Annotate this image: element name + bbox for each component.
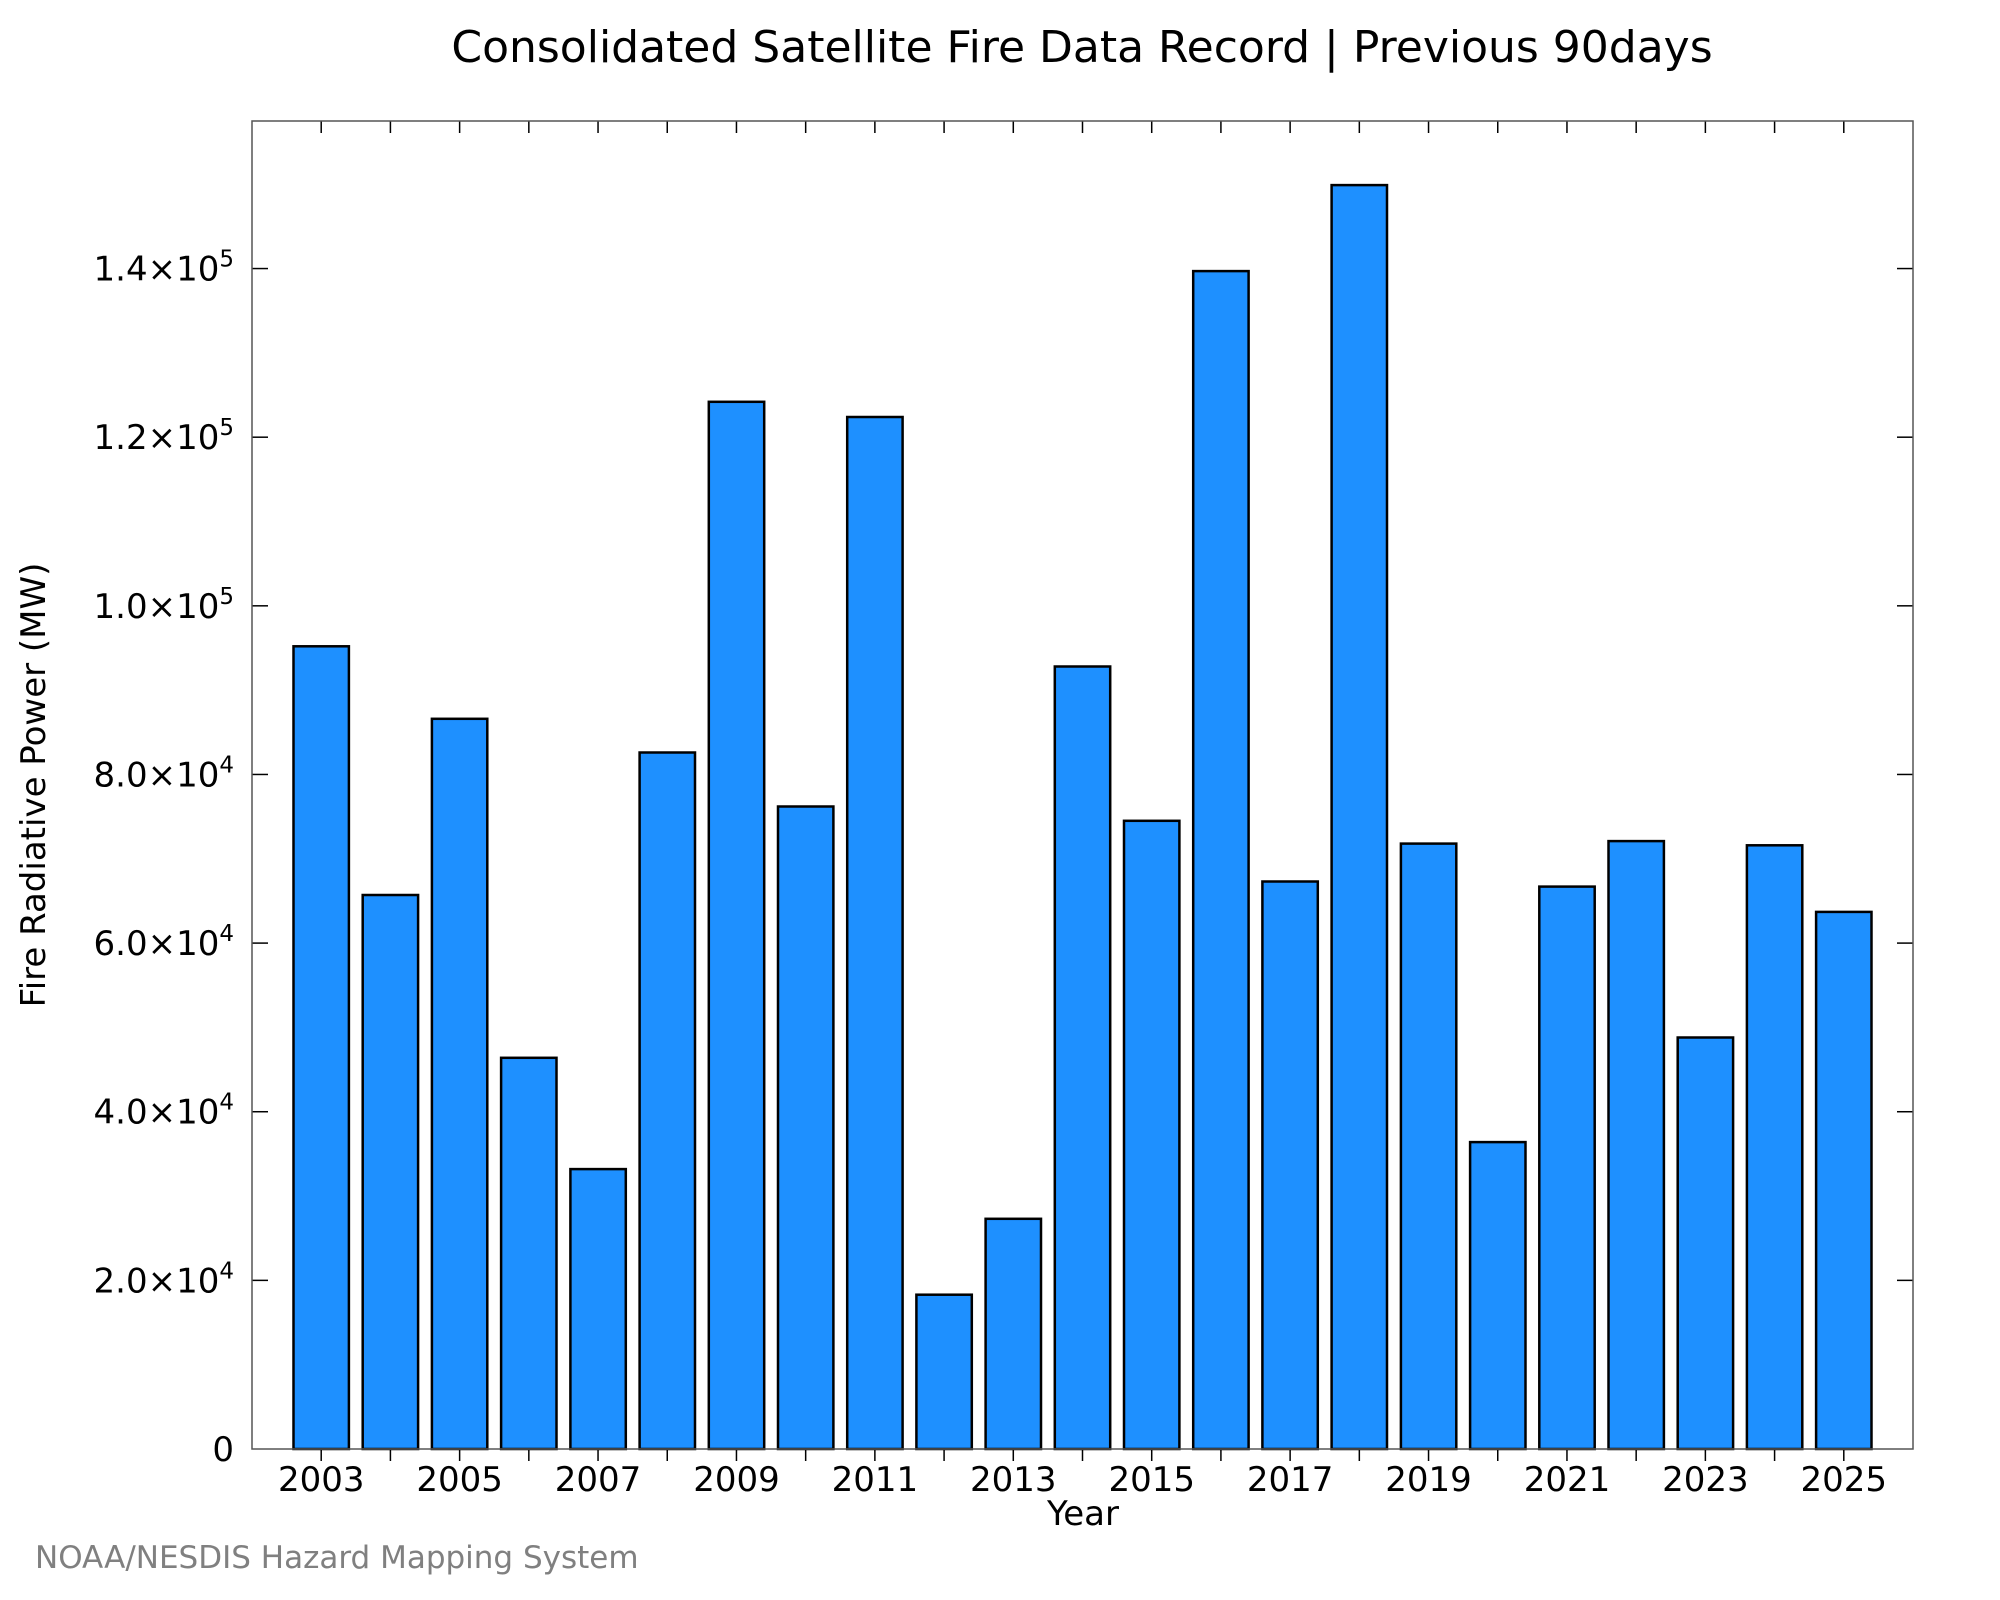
y-tick-label: 8.0×104 <box>94 752 234 795</box>
bar-2015 <box>1122 819 1181 1451</box>
bar-2007 <box>569 1167 628 1451</box>
bar-2010 <box>776 805 835 1451</box>
y-axis-ticks: 0 2.0×104 4.0×104 6.0×104 8.0×104 1.0×105 1.2×… <box>94 247 1913 1470</box>
x-axis-ticks: 2003 2005 2007 2009 2011 2013 2015 2017 2019 2021… <box>278 121 1887 1500</box>
x-tick-label: 2015 <box>1108 1460 1195 1500</box>
x-tick-label: 2021 <box>1524 1460 1611 1500</box>
x-tick-label: 2011 <box>832 1460 919 1500</box>
y-tick-label: 1.2×105 <box>94 415 234 458</box>
x-tick-label: 2009 <box>693 1460 780 1500</box>
bar-2008 <box>638 751 697 1451</box>
chart-title: Consolidated Satellite Fire Data Record … <box>451 22 1712 73</box>
y-tick-label: 6.0×104 <box>94 921 234 964</box>
bar-2003 <box>292 645 351 1451</box>
bar-2019 <box>1399 842 1458 1451</box>
x-tick-label: 2025 <box>1801 1460 1888 1500</box>
bar-2017 <box>1261 880 1320 1451</box>
bar-2024 <box>1745 844 1804 1451</box>
y-tick-label: 0 <box>212 1430 234 1470</box>
bar-2004 <box>361 893 420 1451</box>
bar-2021 <box>1538 885 1596 1451</box>
x-tick-label: 2013 <box>970 1460 1057 1500</box>
bar-2005 <box>430 717 489 1451</box>
x-tick-label: 2017 <box>1247 1460 1334 1500</box>
x-tick-label: 2005 <box>416 1460 503 1500</box>
bar-2016 <box>1191 269 1250 1451</box>
y-tick-label: 1.0×105 <box>94 584 234 627</box>
y-tick-label: 4.0×104 <box>94 1090 234 1133</box>
bar-2022 <box>1607 839 1666 1451</box>
y-tick-label: 2.0×104 <box>94 1258 234 1301</box>
x-tick-label: 2023 <box>1662 1460 1749 1500</box>
bar-2012 <box>915 1293 974 1451</box>
x-tick-label: 2003 <box>278 1460 365 1500</box>
bar-2011 <box>845 415 904 1451</box>
bar-2025 <box>1814 910 1873 1451</box>
bar-2018 <box>1330 183 1389 1451</box>
source-credit: NOAA/NESDIS Hazard Mapping System <box>35 1540 639 1576</box>
y-tick-label: 1.4×105 <box>94 247 234 290</box>
bar-2020 <box>1468 1140 1527 1451</box>
plot-area-frame <box>251 120 1914 1450</box>
x-tick-label: 2019 <box>1385 1460 1472 1500</box>
bar-2009 <box>707 400 766 1451</box>
x-tick-label: 2007 <box>555 1460 642 1500</box>
bar-2023 <box>1676 1036 1735 1451</box>
bar-2013 <box>984 1217 1043 1451</box>
bar-2006 <box>499 1056 558 1451</box>
bars <box>292 183 1873 1451</box>
y-axis-label: Fire Radiative Power (MW) <box>14 563 54 1008</box>
x-axis-label: Year <box>1046 1494 1119 1534</box>
bar-2014 <box>1053 665 1112 1451</box>
